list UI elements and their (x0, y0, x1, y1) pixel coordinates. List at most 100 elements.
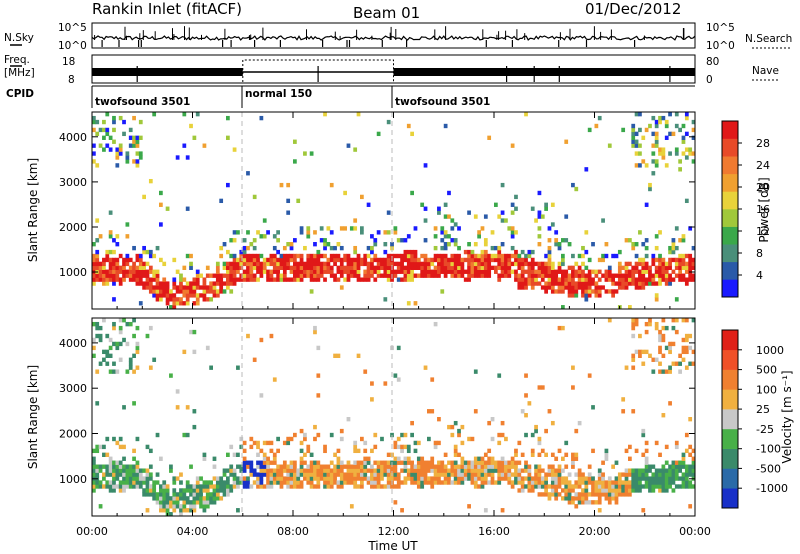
heatmap-cell (524, 112, 528, 117)
heatmap-cell (353, 257, 358, 263)
heatmap-cell (681, 484, 686, 489)
heatmap-cell (661, 480, 666, 485)
heatmap-cell (266, 261, 270, 267)
heatmap-cell (393, 226, 398, 231)
heatmap-cell (648, 468, 652, 473)
heatmap-cell (591, 484, 595, 489)
heatmap-cell (226, 261, 230, 267)
heatmap-cell (423, 269, 428, 274)
heatmap-cell (135, 341, 140, 347)
heatmap-cell (299, 456, 304, 461)
heatmap-cell (159, 456, 163, 461)
heatmap-cell (323, 269, 327, 274)
heatmap-cell (92, 448, 96, 454)
heatmap-cell (232, 253, 237, 259)
heatmap-cell (648, 281, 652, 286)
heatmap-cell (232, 452, 237, 457)
heatmap-cell (303, 460, 307, 465)
heatmap-cell (406, 123, 411, 129)
heatmap-cell (500, 253, 505, 259)
heatmap-cell (108, 230, 113, 235)
heatmap-cell (644, 484, 649, 489)
heatmap-cell (175, 155, 180, 160)
heatmap-cell (155, 273, 160, 278)
heatmap-cell (467, 277, 471, 282)
heatmap-cell (463, 257, 468, 263)
heatmap-cell (232, 147, 237, 152)
heatmap-cell (577, 496, 582, 501)
heatmap-cell (638, 127, 642, 133)
heatmap-cell (674, 468, 679, 473)
heatmap-cell (105, 257, 110, 263)
heatmap-cell (427, 480, 431, 485)
heatmap-cell (252, 472, 257, 477)
heatmap-cell (607, 269, 612, 274)
heatmap-cell (440, 265, 445, 270)
heatmap-cell (584, 289, 589, 294)
heatmap-cell (664, 484, 669, 489)
heatmap-cell (457, 428, 461, 434)
heatmap-cell (202, 289, 207, 294)
heatmap-cell (349, 480, 354, 485)
heatmap-cell (664, 472, 669, 477)
heatmap-cell (276, 249, 280, 255)
heatmap-cell (427, 261, 431, 267)
heatmap-cell (148, 249, 153, 255)
heatmap-cell (564, 273, 569, 278)
heatmap-cell (534, 464, 538, 469)
heatmap-cell (517, 472, 522, 477)
heatmap-cell (360, 484, 364, 489)
heatmap-cell (182, 508, 187, 513)
heatmap-cell (102, 452, 106, 457)
heatmap-cell (678, 269, 682, 274)
heatmap-cell (477, 468, 481, 473)
heatmap-cell (353, 261, 358, 267)
y-tick-label: 2000 (59, 428, 87, 441)
heatmap-cell (95, 265, 100, 270)
heatmap-cell (138, 476, 143, 481)
heatmap-cell (644, 269, 649, 274)
heatmap-cell (195, 285, 200, 290)
heatmap-cell (252, 265, 257, 270)
heatmap-cell (571, 488, 575, 493)
heatmap-cell (326, 257, 331, 263)
heatmap-cell (229, 269, 234, 274)
heatmap-cell (443, 253, 448, 259)
heatmap-cell (544, 285, 548, 290)
freq-trace (92, 59, 695, 82)
heatmap-cell (390, 468, 394, 473)
heatmap-cell (544, 281, 548, 286)
heatmap-cell (534, 428, 538, 434)
heatmap-cell (638, 277, 642, 282)
heatmap-cell (138, 119, 143, 125)
heatmap-cell (219, 273, 224, 278)
heatmap-cell (128, 277, 133, 282)
heatmap-cell (453, 464, 458, 469)
heatmap-cell (453, 468, 458, 473)
heatmap-cell (634, 448, 639, 454)
heatmap-cell (658, 230, 662, 235)
heatmap-cell (641, 261, 646, 267)
heatmap-cell (671, 242, 676, 247)
heatmap-cell (644, 464, 649, 469)
heatmap-cell (159, 492, 163, 497)
heatmap-cell (500, 182, 505, 188)
heatmap-cell (349, 476, 354, 481)
heatmap-cell (393, 440, 398, 446)
heatmap-cell (624, 265, 629, 270)
heatmap-cell (293, 238, 297, 243)
heatmap-cell (339, 226, 344, 231)
heatmap-cell (162, 480, 167, 485)
heatmap-cell (155, 492, 160, 497)
heatmap-cell (242, 464, 247, 469)
heatmap-cell (634, 112, 639, 117)
heatmap-cell (547, 492, 552, 497)
heatmap-cell (115, 484, 120, 489)
heatmap-cell (135, 472, 140, 477)
heatmap-cell (617, 480, 622, 485)
heatmap-cell (92, 257, 96, 263)
heatmap-cell (152, 289, 157, 294)
heatmap-cell (102, 127, 106, 133)
heatmap-cell (256, 265, 260, 270)
heatmap-cell (500, 508, 505, 513)
